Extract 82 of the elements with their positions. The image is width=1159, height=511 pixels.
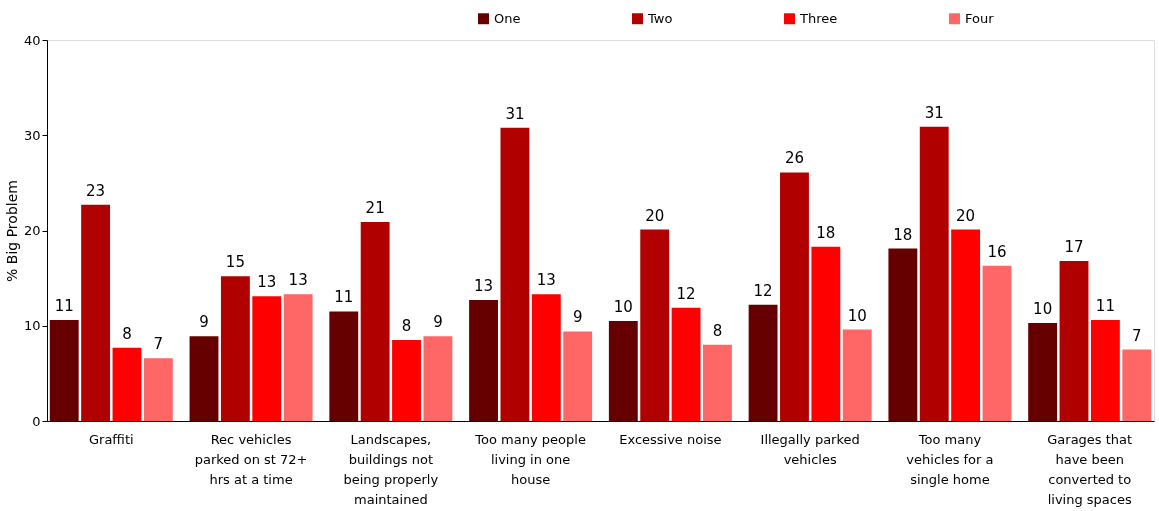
bar: [189, 336, 219, 421]
bar: [329, 311, 359, 421]
y-tick-label: 0: [32, 413, 41, 429]
data-label: 9: [572, 308, 583, 327]
bar: [252, 296, 282, 421]
bar: [951, 229, 981, 421]
data-label: 13: [474, 277, 494, 296]
data-label: 13: [257, 273, 277, 292]
bar: [608, 320, 638, 421]
bar: [811, 246, 841, 421]
x-tick-label: Landscapes, buildings not being properly maintained: [343, 431, 439, 507]
bar: [748, 304, 778, 421]
data-label: 23: [86, 181, 106, 200]
data-label: 18: [893, 225, 913, 244]
x-tick-label: Graffiti: [88, 431, 134, 447]
bar: [1122, 349, 1152, 421]
legend-label: Two: [647, 10, 673, 26]
bar: [982, 265, 1012, 421]
bar: [1028, 322, 1058, 421]
data-label: 16: [987, 242, 1007, 261]
data-label: 13: [536, 271, 556, 290]
bar: [1090, 320, 1120, 421]
legend-label: Four: [965, 10, 995, 26]
data-label: 11: [1095, 297, 1115, 316]
bar: [392, 340, 421, 421]
bar: [81, 204, 111, 421]
data-label: 18: [816, 223, 836, 242]
bar: [563, 331, 593, 421]
bar: [469, 300, 498, 421]
data-label: 12: [753, 281, 773, 300]
x-tick-label: Garages that have been converted to living spaces: [1047, 431, 1133, 507]
y-tick-label: 10: [23, 318, 41, 334]
bar: [842, 329, 872, 421]
data-label: 8: [712, 321, 723, 340]
bar: [780, 172, 809, 421]
data-label: 9: [433, 313, 443, 332]
y-axis-title: % Big Problem: [3, 180, 20, 282]
bar: [531, 294, 561, 421]
legend-label: Three: [799, 10, 838, 26]
bar: [423, 336, 453, 421]
bar: [919, 126, 949, 421]
x-tick-label: Excessive noise: [619, 431, 722, 447]
bar: [703, 344, 732, 421]
bar: [1059, 260, 1089, 421]
bar: [220, 276, 250, 421]
bar: [888, 248, 918, 421]
data-label: 31: [505, 104, 525, 123]
data-label: 12: [676, 284, 696, 303]
data-label: 11: [334, 288, 354, 307]
x-tick-label: Too many people living in one house: [474, 431, 586, 487]
data-label: 21: [365, 198, 385, 217]
x-tick-label: Too many vehicles for a single home: [906, 431, 994, 487]
data-label: 10: [1033, 299, 1053, 318]
data-label: 13: [288, 271, 308, 290]
data-label: 26: [784, 149, 805, 168]
bar: [283, 294, 313, 421]
data-label: 8: [122, 324, 132, 343]
legend-label: One: [494, 10, 521, 26]
data-label: 9: [199, 313, 209, 332]
data-label: 8: [401, 317, 412, 336]
data-label: 20: [645, 206, 665, 225]
x-tick-label: Illegally parked vehicles: [760, 431, 860, 467]
bar: [640, 229, 670, 421]
y-tick-label: 30: [23, 127, 41, 143]
data-label: 15: [225, 253, 245, 272]
data-label: 11: [54, 297, 74, 316]
y-tick-label: 20: [23, 223, 41, 238]
bar: [500, 127, 530, 421]
bar: [360, 221, 390, 421]
data-label: 7: [1132, 326, 1142, 345]
data-label: 17: [1064, 237, 1084, 256]
data-label: 31: [924, 103, 944, 122]
bar: [143, 358, 173, 421]
bar: [49, 320, 79, 421]
y-tick-label: 40: [23, 32, 41, 48]
x-tick-label: Rec vehicles parked on st 72+ hrs at a time: [194, 431, 308, 487]
data-label: 10: [847, 306, 867, 325]
data-label: 20: [956, 206, 976, 225]
bar: [671, 307, 701, 421]
data-label: 10: [613, 297, 633, 316]
bar: [112, 347, 142, 421]
data-label: 7: [153, 335, 164, 354]
